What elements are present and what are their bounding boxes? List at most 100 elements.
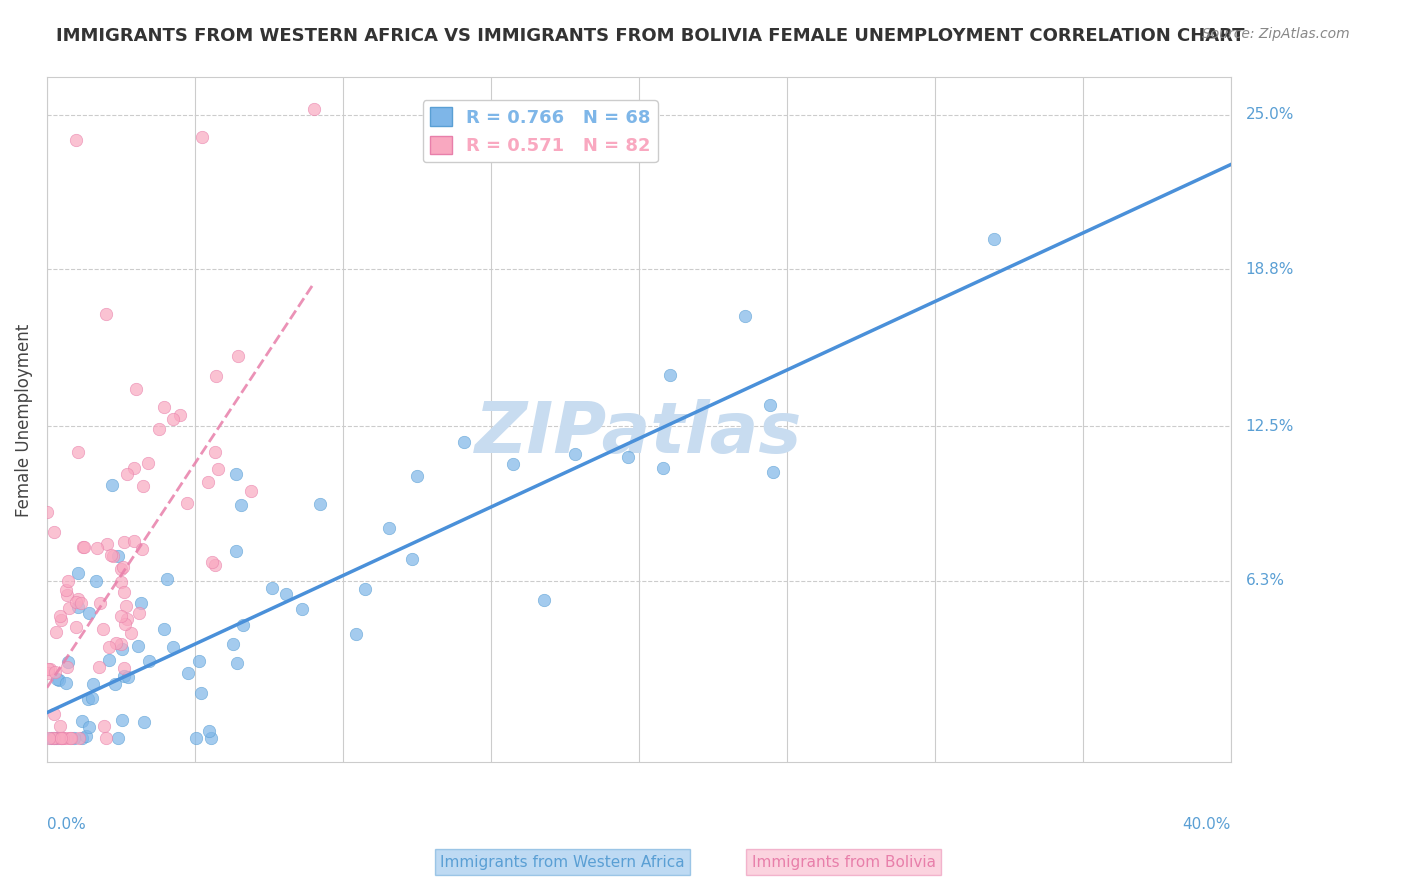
Point: [55, 676, 77, 690]
Point: [77, 720, 100, 734]
Point: [659, 368, 682, 382]
Point: [762, 466, 785, 480]
Point: [89, 595, 111, 609]
Point: [66, 591, 89, 606]
Point: [302, 102, 325, 116]
Point: [124, 382, 146, 396]
Point: [114, 616, 136, 631]
Point: [502, 458, 524, 472]
Point: [56, 574, 79, 589]
Point: [176, 496, 198, 510]
Point: [39, 662, 62, 676]
Point: [344, 626, 367, 640]
Point: [55, 582, 77, 597]
Point: [100, 548, 122, 562]
Point: [59, 731, 82, 745]
Point: [51, 731, 73, 745]
Point: [94, 307, 117, 321]
Point: [131, 541, 153, 556]
Point: [42, 731, 65, 745]
Point: [131, 596, 153, 610]
Point: [308, 497, 330, 511]
Point: [122, 533, 145, 548]
Point: [260, 581, 283, 595]
Point: [983, 232, 1005, 246]
Point: [110, 637, 132, 651]
Point: [44, 665, 66, 679]
Point: [198, 724, 221, 739]
Point: [66, 566, 89, 580]
Point: [131, 479, 153, 493]
Legend: R = 0.766   N = 68, R = 0.571   N = 82: R = 0.766 N = 68, R = 0.571 N = 82: [423, 100, 658, 162]
Point: [138, 654, 160, 668]
Point: [190, 686, 212, 700]
Point: [240, 483, 263, 498]
Point: [49, 613, 72, 627]
Point: [162, 640, 184, 655]
Point: [291, 602, 314, 616]
Point: [107, 549, 129, 564]
Point: [58, 600, 80, 615]
Point: [186, 731, 208, 745]
Point: [63, 731, 86, 745]
Point: [617, 450, 640, 464]
Point: [110, 561, 132, 575]
Point: [45, 673, 67, 687]
Point: [200, 731, 222, 745]
Point: [37, 662, 59, 676]
Point: [759, 398, 782, 412]
Point: [101, 478, 124, 492]
Text: IMMIGRANTS FROM WESTERN AFRICA VS IMMIGRANTS FROM BOLIVIA FEMALE UNEMPLOYMENT CO: IMMIGRANTS FROM WESTERN AFRICA VS IMMIGR…: [56, 27, 1244, 45]
Point: [378, 521, 401, 535]
Point: [138, 456, 160, 470]
Point: [65, 595, 87, 609]
Point: [66, 445, 89, 459]
Point: [97, 653, 120, 667]
Point: [56, 659, 79, 673]
Point: [112, 669, 135, 683]
Point: [70, 731, 93, 745]
Point: [86, 541, 108, 556]
Point: [49, 719, 72, 733]
Point: [42, 706, 65, 721]
Y-axis label: Female Unemployment: Female Unemployment: [15, 323, 32, 516]
Point: [110, 574, 132, 589]
Point: [226, 656, 249, 670]
Point: [225, 467, 247, 482]
Point: [207, 462, 229, 476]
Point: [120, 626, 142, 640]
Point: [56, 655, 79, 669]
Point: [52, 731, 75, 745]
Point: [127, 639, 149, 653]
Point: [107, 731, 129, 745]
Point: [132, 714, 155, 729]
Point: [111, 713, 134, 727]
Point: [87, 660, 110, 674]
Point: [110, 608, 132, 623]
Text: Immigrants from Western Africa: Immigrants from Western Africa: [440, 855, 685, 870]
Point: [225, 543, 247, 558]
Point: [274, 587, 297, 601]
Point: [117, 612, 139, 626]
Point: [48, 673, 70, 688]
Point: [354, 582, 377, 596]
Point: [153, 400, 176, 414]
Point: [204, 445, 226, 459]
Point: [46, 731, 69, 745]
Point: [55, 731, 77, 745]
Point: [104, 636, 127, 650]
Point: [117, 670, 139, 684]
Point: [651, 460, 673, 475]
Point: [56, 588, 79, 602]
Point: [734, 309, 756, 323]
Point: [204, 558, 226, 572]
Point: [169, 409, 191, 423]
Point: [37, 666, 59, 681]
Text: 18.8%: 18.8%: [1246, 261, 1294, 277]
Point: [101, 549, 124, 563]
Point: [86, 574, 108, 589]
Point: [96, 536, 118, 550]
Point: [67, 731, 90, 745]
Point: [205, 368, 228, 383]
Point: [65, 133, 87, 147]
